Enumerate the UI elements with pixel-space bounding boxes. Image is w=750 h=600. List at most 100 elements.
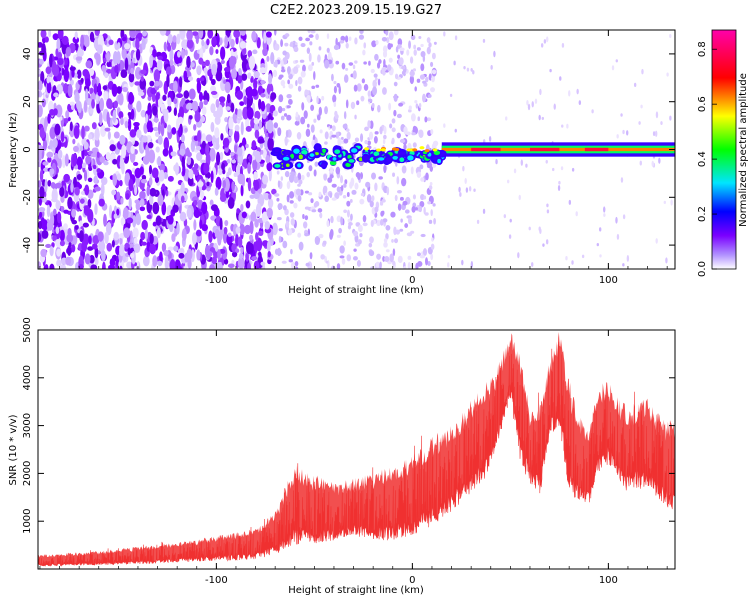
spectrogram-cell	[427, 201, 432, 205]
spectrogram-cell	[95, 94, 99, 102]
spectrogram-cell	[285, 129, 289, 138]
spectrogram-cell	[120, 69, 128, 78]
spectrogram-cell	[191, 100, 199, 112]
spectrogram-cell	[473, 188, 476, 192]
spectrogram-cell	[326, 220, 330, 227]
spectrogram-cell	[163, 137, 170, 151]
spectrogram-cell	[134, 199, 140, 204]
spectrogram-cell	[152, 48, 157, 58]
spectrogram-cell	[128, 178, 134, 192]
spectrogram-cell	[65, 256, 72, 266]
spectrogram-cell	[204, 59, 210, 67]
spectrogram-cell	[447, 254, 451, 259]
spectrogram-cell	[253, 122, 260, 132]
spectrogram-cell	[140, 75, 145, 82]
spectrogram-cell	[85, 88, 89, 103]
spectrogram-cell	[425, 76, 429, 83]
spectrogram-cell	[266, 36, 271, 46]
spectrogram-cell	[290, 248, 293, 255]
spectrogram-cell	[317, 54, 321, 63]
spectrogram-cell	[284, 170, 290, 178]
spectrogram-cell	[222, 168, 226, 175]
spectrogram-cell	[306, 171, 311, 178]
spectrogram-cell	[360, 192, 365, 197]
spectrogram-cell	[420, 193, 425, 201]
x-tick-label: 0	[409, 575, 415, 586]
spectrogram-cell	[240, 184, 244, 197]
spectrogram-cell	[420, 43, 424, 48]
spectrogram-cell	[295, 59, 299, 63]
spectrogram-cell	[49, 53, 53, 68]
spectrogram-cell	[236, 147, 243, 157]
spectrogram-cell	[226, 233, 233, 246]
spectrogram-cell	[357, 224, 363, 233]
spectrogram-cell	[262, 47, 268, 57]
spectrogram-cell	[611, 65, 615, 71]
spectrogram-cell	[363, 61, 367, 65]
spectrogram-cell	[433, 41, 437, 45]
spectrogram-cell	[388, 31, 394, 41]
spectrogram-cell	[389, 253, 394, 263]
y-tick-label: 40	[22, 48, 33, 61]
spectrogram-cell	[216, 261, 224, 269]
spectrogram-cell	[173, 98, 178, 105]
spectrogram-cell	[84, 184, 90, 196]
spectrogram-cell	[327, 177, 333, 183]
spectrogram-cell	[287, 228, 293, 236]
spectrogram-cell	[171, 233, 176, 243]
spectrogram-cell	[94, 186, 101, 192]
spectrogram-cell	[134, 81, 141, 86]
spectrogram-cell	[542, 243, 545, 247]
spectrogram-cell	[346, 254, 352, 262]
spectrogram-cell	[92, 164, 97, 170]
spectrogram-cell	[278, 105, 283, 114]
spectrogram-cell	[281, 107, 286, 112]
spectrogram-cell	[196, 130, 202, 143]
spectrogram-cell	[57, 30, 64, 40]
spectrogram-cell	[276, 170, 280, 175]
spectrogram-cell	[354, 182, 359, 190]
spectrogram-cell	[127, 247, 131, 256]
spectrogram-cell	[96, 151, 100, 158]
spectrogram-cell	[366, 194, 372, 203]
spectrogram-cell	[59, 229, 65, 242]
spectrogram-cell	[476, 219, 480, 224]
spectrogram-cell	[362, 222, 368, 227]
spectrogram-cell	[346, 200, 351, 207]
spectrogram-cell	[94, 52, 101, 61]
spectrogram-cell	[278, 228, 283, 232]
spectrogram-cell	[205, 143, 210, 155]
spectrogram-cell	[148, 176, 153, 186]
spectrogram-cell	[208, 230, 213, 243]
spectrogram-cell	[418, 102, 422, 109]
spectrogram-cell	[311, 61, 315, 66]
spectrogram-cell	[133, 243, 141, 254]
spectrogram-cell	[341, 258, 346, 265]
spectrogram-cell	[282, 50, 287, 56]
spectrogram-cell	[412, 125, 417, 132]
spectrogram-cell	[383, 164, 387, 174]
spectrogram-cell	[430, 243, 435, 250]
spectrogram-cell	[153, 117, 159, 123]
spectrogram-cell	[561, 43, 565, 48]
spectrogram-cell	[359, 233, 363, 238]
spectrogram-cell	[433, 217, 436, 225]
spectrogram-cell	[186, 102, 194, 110]
spectrogram-cell	[254, 129, 260, 139]
spectrogram-cell	[146, 185, 151, 197]
spectrogram-cell	[431, 52, 436, 60]
spectrogram-cell	[311, 85, 316, 90]
spectrogram-cell	[418, 205, 423, 213]
spectrogram-panel: -100 0 100 -40 -20 0 20 40 Height of straight …	[8, 29, 676, 296]
spectrogram-cell	[51, 197, 58, 203]
spectrogram-cell	[546, 203, 549, 208]
spectrogram-cell	[430, 209, 433, 217]
spectrogram-cell	[314, 236, 320, 246]
spectrogram-cell	[90, 152, 97, 158]
spectrogram-cell	[111, 83, 118, 97]
spectrogram-cell	[79, 220, 83, 227]
spectrogram-cell	[220, 133, 224, 141]
spectrogram-cell	[449, 93, 453, 98]
spectrogram-cell	[626, 130, 629, 136]
spectrogram-cell	[383, 126, 387, 135]
